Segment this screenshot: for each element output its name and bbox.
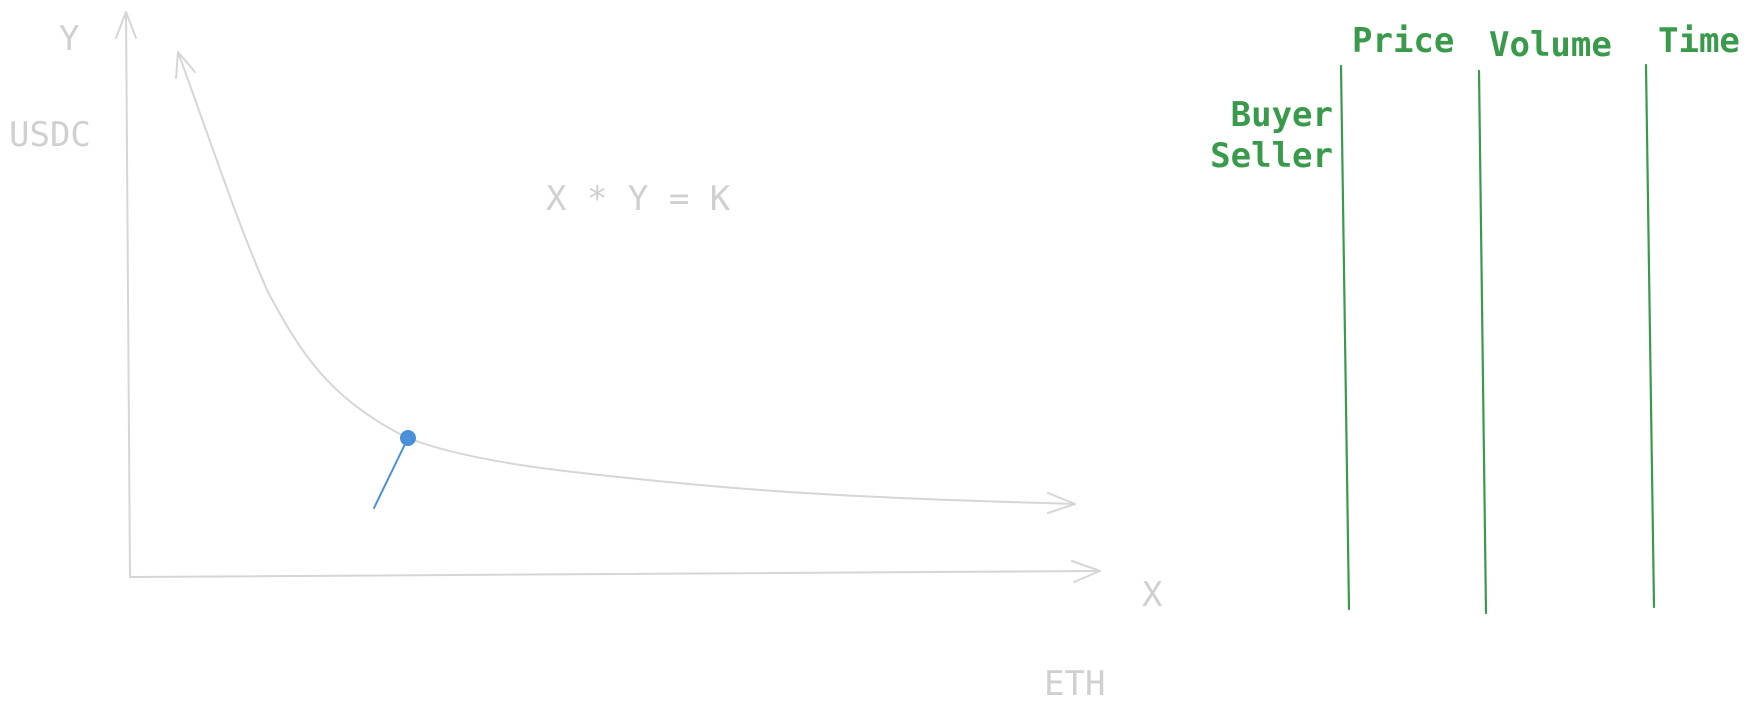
formula-label: X * Y = K: [546, 179, 731, 219]
volume-column-header: Volume: [1489, 25, 1612, 65]
price-column-header: Price: [1352, 21, 1454, 61]
y-axis-unit: USDC: [9, 115, 91, 155]
x-axis: [129, 560, 1101, 583]
x-axis-label: X: [1142, 575, 1163, 615]
x-axis-unit: ETH: [1044, 664, 1105, 704]
price-point-dot: [400, 430, 416, 446]
buyer-label: Buyer: [1231, 95, 1333, 135]
time-column-line: [1644, 63, 1656, 609]
seller-label: Seller: [1210, 136, 1333, 176]
constant-product-curve: [175, 51, 1076, 514]
price-point: [373, 430, 416, 509]
y-axis-label: Y: [59, 19, 79, 59]
price-column-line: [1339, 64, 1351, 611]
volume-column-line: [1477, 69, 1488, 615]
time-column-header: Time: [1658, 21, 1740, 61]
y-axis: [115, 11, 137, 578]
